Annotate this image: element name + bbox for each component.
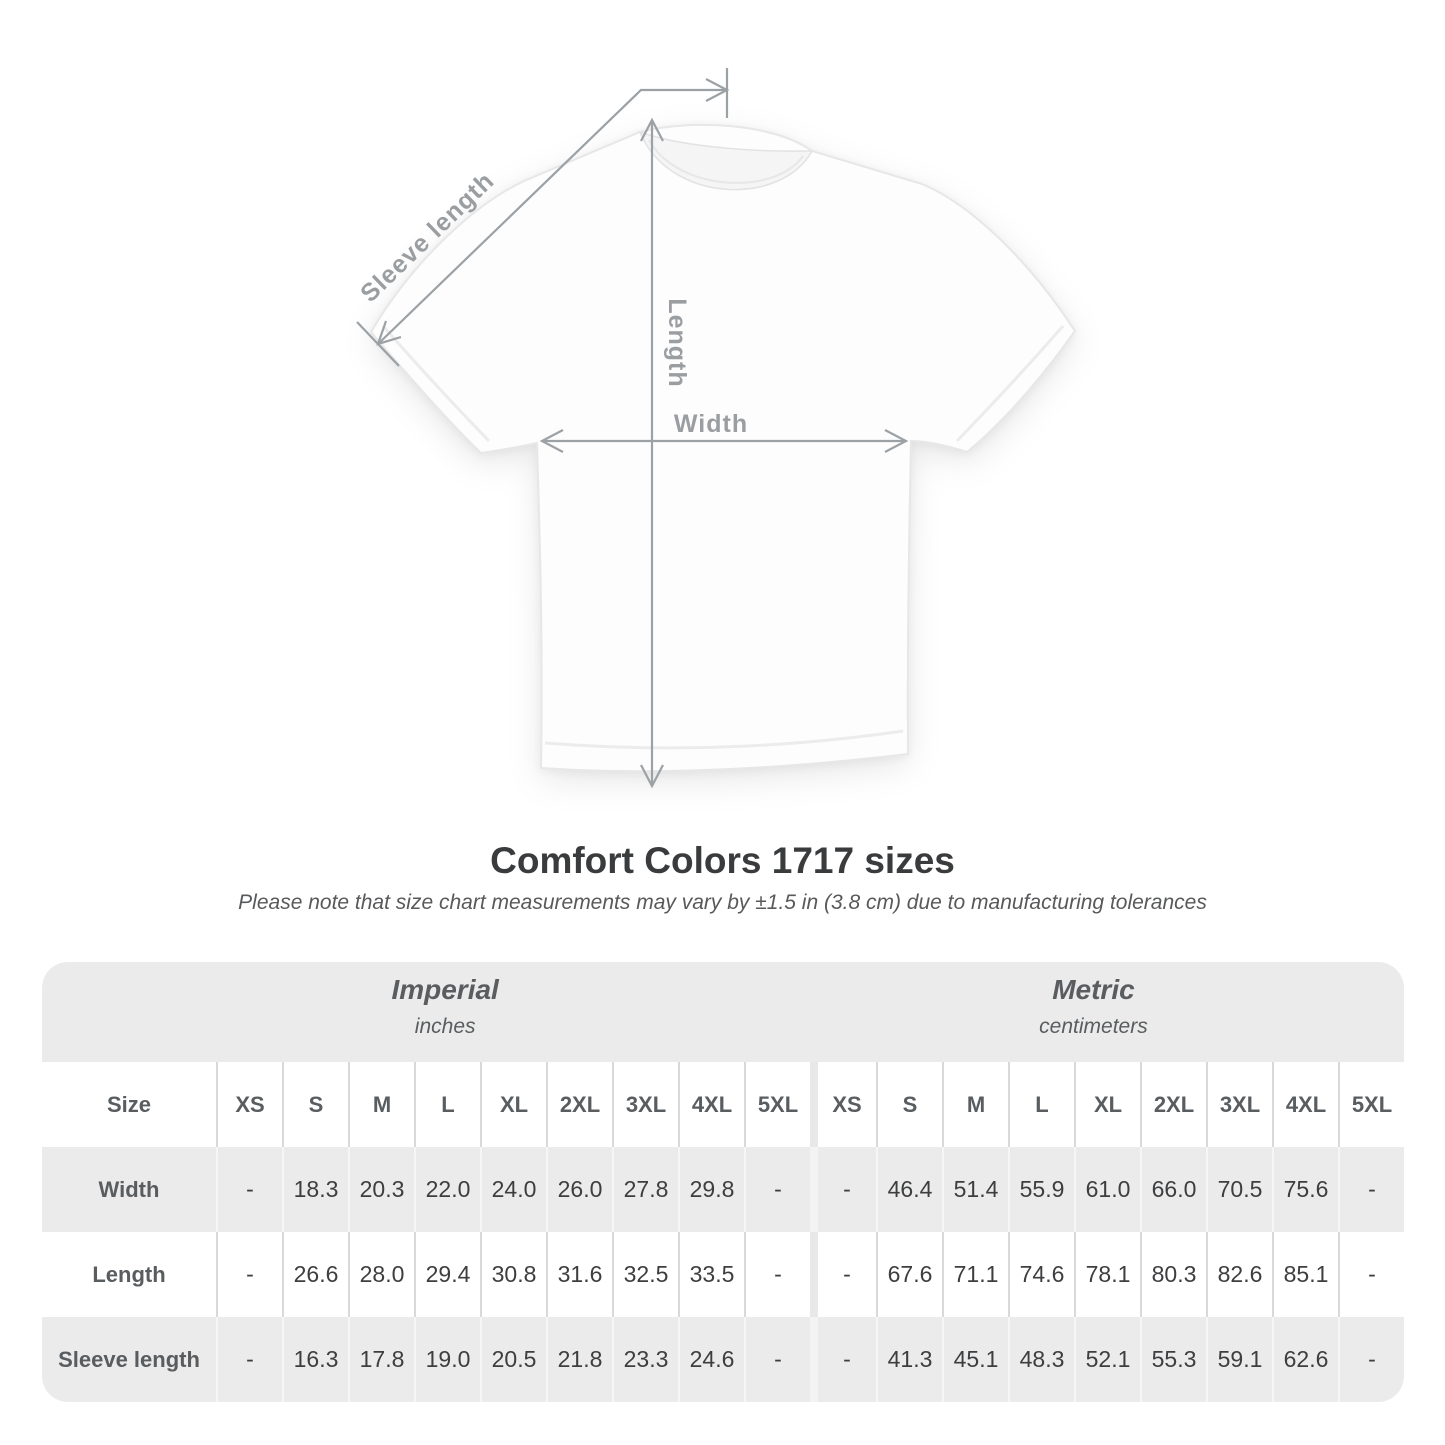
size-grid: Size XS S M L XL 2XL 3XL 4XL 5XL XS S M L XL 2XL 3XL 4XL 5…	[42, 1062, 1404, 1402]
value-sleeve-length-imperial-m: 17.8	[348, 1317, 414, 1402]
value-sleeve-length-imperial-5xl: -	[744, 1317, 810, 1402]
value-width-metric-xl: 61.0	[1074, 1147, 1140, 1232]
right-cuff-seam	[955, 325, 1065, 443]
size-header-metric-4xl: 4XL	[1272, 1062, 1338, 1147]
length-line	[640, 117, 664, 789]
value-width-metric-3xl: 70.5	[1206, 1147, 1272, 1232]
row-label-length: Length	[42, 1232, 216, 1317]
value-width-imperial-s: 18.3	[282, 1147, 348, 1232]
size-header-metric-s: S	[876, 1062, 942, 1147]
value-length-imperial-5xl: -	[744, 1232, 810, 1317]
value-length-metric-xs: -	[810, 1232, 876, 1317]
value-width-imperial-xl: 24.0	[480, 1147, 546, 1232]
value-width-metric-m: 51.4	[942, 1147, 1008, 1232]
value-sleeve-length-imperial-s: 16.3	[282, 1317, 348, 1402]
value-sleeve-length-metric-5xl: -	[1338, 1317, 1404, 1402]
value-sleeve-length-imperial-2xl: 21.8	[546, 1317, 612, 1402]
value-width-metric-xs: -	[810, 1147, 876, 1232]
value-width-imperial-m: 20.3	[348, 1147, 414, 1232]
page-title: Comfort Colors 1717 sizes	[490, 840, 955, 881]
size-header-metric-l: L	[1008, 1062, 1074, 1147]
size-header-imperial-xl: XL	[480, 1062, 546, 1147]
row-label-sleeve-length: Sleeve length	[42, 1317, 216, 1402]
value-sleeve-length-imperial-xs: -	[216, 1317, 282, 1402]
value-length-metric-xl: 78.1	[1074, 1232, 1140, 1317]
length-label: Length	[663, 298, 691, 387]
sleeve-length-line	[356, 68, 730, 367]
value-width-metric-l: 55.9	[1008, 1147, 1074, 1232]
value-length-metric-5xl: -	[1338, 1232, 1404, 1317]
value-length-imperial-l: 29.4	[414, 1232, 480, 1317]
size-header-metric-2xl: 2XL	[1140, 1062, 1206, 1147]
metric-group-header: Metric centimeters	[1039, 974, 1148, 1039]
value-sleeve-length-imperial-xl: 20.5	[480, 1317, 546, 1402]
size-header-imperial-s: S	[282, 1062, 348, 1147]
value-sleeve-length-imperial-l: 19.0	[414, 1317, 480, 1402]
value-length-metric-3xl: 82.6	[1206, 1232, 1272, 1317]
size-header-imperial-4xl: 4XL	[678, 1062, 744, 1147]
size-table: Imperial inches Metric centimeters Size X…	[42, 962, 1404, 1402]
value-sleeve-length-metric-xl: 52.1	[1074, 1317, 1140, 1402]
value-length-metric-s: 67.6	[876, 1232, 942, 1317]
value-length-imperial-xl: 30.8	[480, 1232, 546, 1317]
tshirt-image	[369, 123, 1077, 773]
imperial-group-unit: inches	[414, 1015, 476, 1038]
size-header-imperial-l: L	[414, 1062, 480, 1147]
value-length-imperial-2xl: 31.6	[546, 1232, 612, 1317]
width-label: Width	[674, 410, 748, 438]
value-length-imperial-4xl: 33.5	[678, 1232, 744, 1317]
value-width-imperial-5xl: -	[744, 1147, 810, 1232]
row-label-width: Width	[42, 1147, 216, 1232]
value-sleeve-length-metric-xs: -	[810, 1317, 876, 1402]
imperial-group-header: Imperial inches	[391, 974, 498, 1039]
size-header-metric-xl: XL	[1074, 1062, 1140, 1147]
collar	[638, 130, 814, 191]
metric-group-unit: centimeters	[1039, 1015, 1148, 1038]
value-sleeve-length-metric-l: 48.3	[1008, 1317, 1074, 1402]
value-width-metric-s: 46.4	[876, 1147, 942, 1232]
tshirt-diagram: Sleeve length Length Width	[355, 68, 1077, 789]
value-width-imperial-4xl: 29.8	[678, 1147, 744, 1232]
size-header-imperial-5xl: 5XL	[744, 1062, 810, 1147]
value-sleeve-length-metric-3xl: 59.1	[1206, 1317, 1272, 1402]
value-width-metric-4xl: 75.6	[1272, 1147, 1338, 1232]
size-header-metric-m: M	[942, 1062, 1008, 1147]
size-header-imperial-m: M	[348, 1062, 414, 1147]
size-header-metric-3xl: 3XL	[1206, 1062, 1272, 1147]
imperial-group-name: Imperial	[391, 974, 499, 1005]
value-sleeve-length-metric-m: 45.1	[942, 1317, 1008, 1402]
value-length-metric-2xl: 80.3	[1140, 1232, 1206, 1317]
value-sleeve-length-imperial-4xl: 24.6	[678, 1317, 744, 1402]
hem-seam	[544, 729, 904, 750]
value-width-metric-5xl: -	[1338, 1147, 1404, 1232]
value-length-imperial-3xl: 32.5	[612, 1232, 678, 1317]
value-length-metric-m: 71.1	[942, 1232, 1008, 1317]
size-header-imperial-xs: XS	[216, 1062, 282, 1147]
value-sleeve-length-metric-2xl: 55.3	[1140, 1317, 1206, 1402]
value-width-imperial-3xl: 27.8	[612, 1147, 678, 1232]
tolerance-note: Please note that size chart measurements…	[238, 891, 1207, 914]
value-width-metric-2xl: 66.0	[1140, 1147, 1206, 1232]
size-header-metric-5xl: 5XL	[1338, 1062, 1404, 1147]
value-length-imperial-xs: -	[216, 1232, 282, 1317]
size-column-header: Size	[42, 1062, 216, 1147]
value-sleeve-length-metric-s: 41.3	[876, 1317, 942, 1402]
value-sleeve-length-metric-4xl: 62.6	[1272, 1317, 1338, 1402]
value-length-metric-l: 74.6	[1008, 1232, 1074, 1317]
size-header-imperial-2xl: 2XL	[546, 1062, 612, 1147]
size-header-metric-xs: XS	[810, 1062, 876, 1147]
value-length-imperial-s: 26.6	[282, 1232, 348, 1317]
value-length-metric-4xl: 85.1	[1272, 1232, 1338, 1317]
value-width-imperial-2xl: 26.0	[546, 1147, 612, 1232]
width-line	[539, 429, 909, 453]
value-width-imperial-xs: -	[216, 1147, 282, 1232]
size-header-imperial-3xl: 3XL	[612, 1062, 678, 1147]
value-sleeve-length-imperial-3xl: 23.3	[612, 1317, 678, 1402]
unit-group-band: Imperial inches Metric centimeters	[42, 962, 1404, 1062]
value-width-imperial-l: 22.0	[414, 1147, 480, 1232]
metric-group-name: Metric	[1052, 974, 1135, 1005]
value-length-imperial-m: 28.0	[348, 1232, 414, 1317]
